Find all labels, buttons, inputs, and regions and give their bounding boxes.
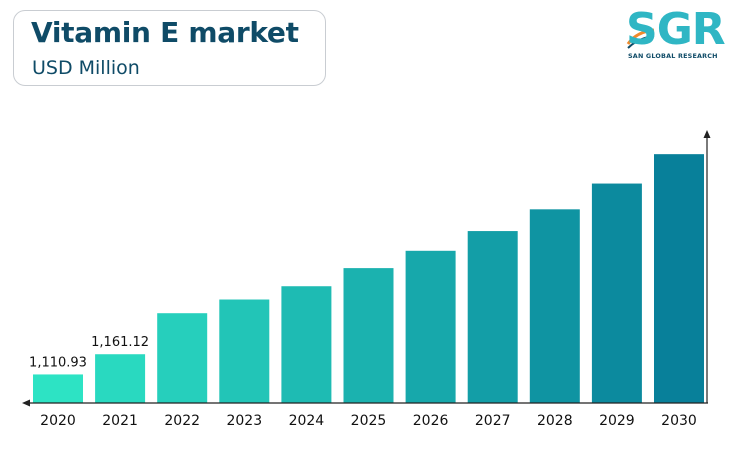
data-label-2020: 1,110.93 [29,355,87,370]
data-label-2021: 1,161.12 [91,335,149,350]
bar-2022 [157,313,208,403]
chart-title: Vitamin E market [31,16,299,49]
x-tick-label-2023: 2023 [226,413,262,429]
x-tick-label-2021: 2021 [102,413,138,429]
bar-2021 [95,354,146,403]
x-tick-label-2029: 2029 [599,413,635,429]
logo-tagline: SAN GLOBAL RESEARCH [628,52,718,60]
title-card: Vitamin E market USD Million [13,10,326,86]
logo-wordmark: SGR [626,4,726,55]
x-axis-arrow-icon [22,399,30,407]
x-tick-label-2024: 2024 [289,413,325,429]
bar-2030 [654,154,704,403]
bar-2024 [281,286,332,403]
x-tick-label-2022: 2022 [164,413,200,429]
bar-2027 [467,231,518,403]
x-tick-label-2026: 2026 [413,413,449,429]
x-tick-label-2025: 2025 [351,413,387,429]
y-axis-arrow-icon [703,130,711,138]
bar-2020 [33,374,83,403]
x-tick-label-2030: 2030 [661,413,697,429]
logo-swoosh-icon [626,28,655,49]
bar-2025 [343,268,394,403]
bar-2028 [529,209,580,403]
brand-logo: SGR SAN GLOBAL RESEARCH [626,4,726,64]
bar-2023 [219,299,270,403]
x-tick-label-2028: 2028 [537,413,573,429]
x-tick-label-2020: 2020 [40,413,76,429]
chart-subtitle: USD Million [32,57,140,79]
bar-2026 [405,250,456,403]
x-tick-label-2027: 2027 [475,413,511,429]
bar-2029 [591,183,642,403]
